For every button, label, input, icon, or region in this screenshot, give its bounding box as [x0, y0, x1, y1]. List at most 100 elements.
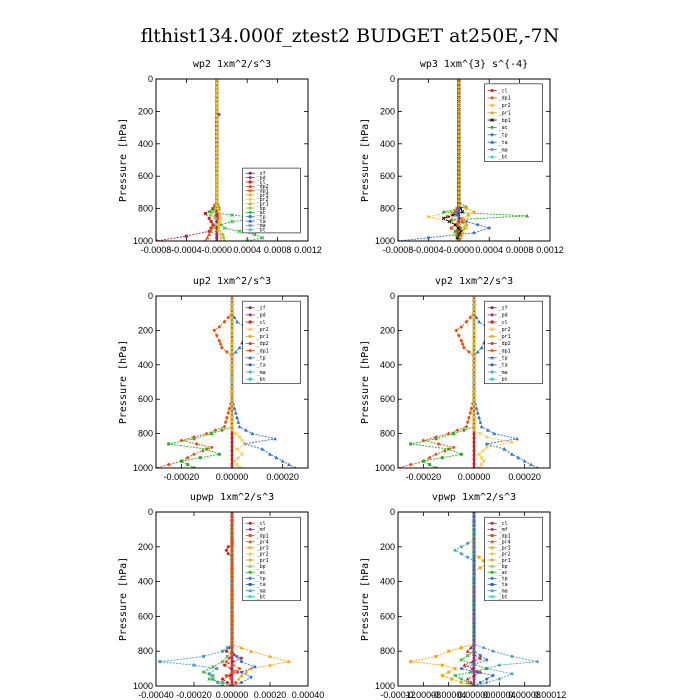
legend-marker — [248, 201, 253, 206]
legend-marker — [490, 582, 494, 586]
data-point — [230, 631, 234, 635]
data-point — [434, 452, 438, 457]
data-point — [250, 431, 255, 436]
data-point — [230, 574, 234, 579]
data-point — [472, 428, 476, 432]
data-point — [214, 183, 219, 187]
data-point — [214, 333, 219, 338]
data-point — [230, 392, 234, 397]
legend-entry: _cl — [499, 521, 508, 527]
data-point — [236, 455, 241, 460]
panels: wp2 1xm^2/s^3 Pressure [hPa] 0 200 400 600 800… — [118, 59, 566, 700]
series-line — [453, 512, 489, 686]
data-point — [235, 670, 240, 674]
data-point — [472, 575, 476, 579]
data-point — [472, 656, 476, 660]
data-point — [447, 219, 452, 224]
data-point — [456, 121, 461, 126]
legend: _cl _dp1_pr2_pr1 _bp1_ac _tp_ta_ma _bt — [484, 83, 543, 162]
legend-entry: _ta — [499, 582, 508, 588]
legend-marker — [248, 206, 252, 210]
x-tick-label: -0.00012 — [380, 690, 416, 700]
data-point — [408, 462, 413, 467]
data-point — [268, 654, 272, 658]
data-point — [451, 445, 456, 450]
data-point — [497, 663, 502, 668]
legend: _cl_mf_dp1_pr4_pr3_pr2_pr1_bp_ac_tp_ta_m… — [484, 516, 543, 602]
data-point — [472, 320, 476, 324]
data-point — [441, 216, 446, 221]
legend-entry: _bt — [499, 155, 508, 161]
data-point — [211, 673, 215, 678]
data-point — [472, 601, 476, 605]
data-point — [456, 130, 461, 134]
panel-title: vp2 1xm^2/s^3 — [435, 276, 513, 287]
data-point — [186, 463, 190, 467]
series-dp1 — [224, 512, 242, 686]
legend-marker — [490, 320, 494, 324]
series-line — [398, 79, 491, 241]
data-point — [472, 392, 476, 397]
data-point — [477, 466, 481, 468]
data-point — [233, 680, 238, 685]
data-point — [230, 609, 234, 614]
data-point — [529, 462, 533, 467]
data-point — [230, 419, 234, 424]
x-tick-label: 0.00000 — [458, 472, 491, 482]
y-tick-label: 400 — [138, 360, 153, 370]
data-point — [467, 350, 471, 354]
y-tick-label: 400 — [138, 577, 153, 587]
legend-marker — [248, 545, 252, 550]
data-point — [214, 203, 219, 208]
legend-entry: _ma — [499, 147, 508, 153]
legend-entry: _tp — [499, 356, 508, 362]
plot-frame — [155, 295, 309, 469]
data-point — [214, 219, 219, 224]
data-point — [484, 680, 489, 685]
data-point — [230, 389, 234, 394]
series-line — [458, 79, 476, 241]
data-point — [525, 213, 530, 218]
data-point — [460, 210, 465, 214]
legend-entry: _tp — [257, 576, 266, 582]
legend-entry: _ta — [257, 219, 266, 225]
data-point — [236, 677, 241, 681]
data-point — [472, 532, 476, 536]
plot-frame — [155, 78, 309, 242]
plot-frame — [155, 511, 309, 687]
y-axis-label: Pressure [hPa] — [118, 118, 129, 202]
data-point — [472, 554, 476, 557]
data-point — [459, 551, 464, 556]
legend-entry: _bt — [257, 228, 266, 234]
legend-marker — [248, 175, 253, 180]
data-point — [237, 666, 242, 671]
x-tick-label: -0.00020 — [164, 472, 200, 482]
legend-marker — [490, 155, 495, 159]
y-axis-label: Pressure [hPa] — [360, 340, 371, 424]
data-point — [214, 154, 219, 159]
data-point — [465, 680, 470, 685]
legend-entry: _ma — [499, 588, 508, 594]
data-point — [216, 681, 220, 685]
data-point — [462, 219, 467, 224]
data-point — [233, 410, 238, 415]
legend-entry: _dp2 — [257, 184, 269, 190]
data-point — [479, 455, 484, 460]
data-point — [214, 187, 219, 191]
data-point — [239, 645, 244, 650]
plot-area — [409, 512, 540, 686]
data-point — [447, 649, 451, 653]
data-point — [230, 618, 234, 622]
data-point — [491, 674, 495, 678]
x-tick-label: 0.0012 — [294, 245, 322, 255]
data-point — [440, 663, 444, 667]
y-tick-label: 0 — [390, 291, 395, 301]
legend-marker — [490, 534, 494, 538]
data-point — [465, 677, 470, 681]
data-point — [230, 622, 234, 627]
data-point — [455, 223, 459, 227]
y-tick-label: 200 — [138, 542, 153, 552]
data-point — [472, 519, 476, 523]
series-line — [168, 296, 233, 468]
data-point — [462, 205, 467, 209]
